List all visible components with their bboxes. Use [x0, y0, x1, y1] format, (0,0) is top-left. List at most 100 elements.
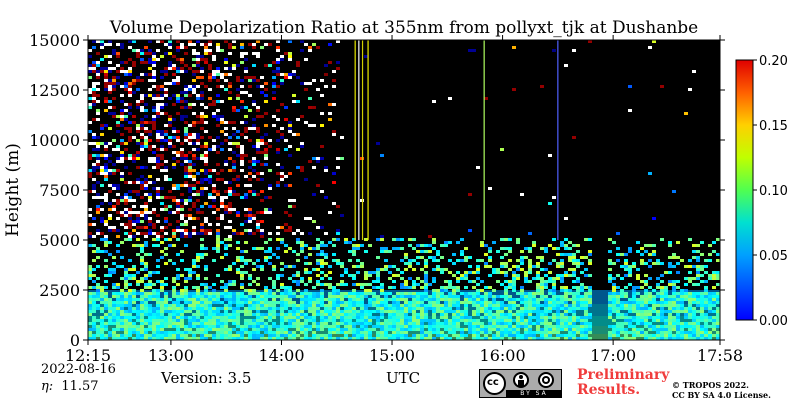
heatmap-cell [340, 328, 344, 331]
heatmap-cell [300, 322, 304, 325]
heatmap-cell [204, 331, 208, 334]
heatmap-cell [636, 250, 640, 253]
heatmap-cell [552, 283, 556, 286]
heatmap-cell [400, 238, 404, 241]
heatmap-cell [564, 244, 568, 247]
heatmap-cell [180, 235, 184, 238]
heatmap-cell [660, 289, 664, 292]
heatmap-cell [484, 307, 488, 310]
heatmap-cell [212, 247, 216, 250]
heatmap-cell [608, 331, 612, 334]
heatmap-cell [576, 244, 580, 247]
heatmap-cell [192, 334, 196, 337]
heatmap-cell [452, 289, 456, 292]
heatmap-cell [644, 322, 648, 325]
heatmap-cell [152, 211, 156, 214]
heatmap-cell [196, 286, 200, 289]
heatmap-cell [140, 232, 144, 235]
heatmap-cell [176, 67, 180, 70]
heatmap-cell [304, 217, 308, 220]
heatmap-cell [136, 304, 140, 307]
heatmap-cell [480, 295, 484, 298]
heatmap-cell [536, 289, 540, 292]
heatmap-cell [156, 163, 160, 166]
heatmap-cell [216, 67, 220, 70]
heatmap-cell [432, 256, 436, 259]
heatmap-cell [92, 40, 96, 43]
heatmap-cell [664, 301, 668, 304]
heatmap-cell [260, 136, 264, 139]
heatmap-cell [196, 316, 200, 319]
heatmap-cell [476, 319, 480, 322]
heatmap-cell [708, 259, 712, 262]
heatmap-cell [656, 262, 660, 265]
preliminary-line-1: Preliminary [577, 367, 670, 383]
heatmap-cell [300, 166, 304, 169]
heatmap-cell [524, 307, 528, 310]
heatmap-cell [688, 325, 692, 328]
heatmap-cell [88, 49, 92, 52]
heatmap-cell [528, 316, 532, 319]
heatmap-cell [444, 298, 448, 301]
heatmap-cell [96, 100, 100, 103]
heatmap-cell [184, 307, 188, 310]
heatmap-cell [608, 262, 612, 265]
heatmap-cell [188, 175, 192, 178]
heatmap-cell [316, 226, 320, 229]
heatmap-cell [188, 214, 192, 217]
heatmap-cell [316, 334, 320, 337]
heatmap-cell [164, 112, 168, 115]
heatmap-cell [300, 115, 304, 118]
heatmap-cell [232, 283, 236, 286]
heatmap-cell [188, 199, 192, 202]
heatmap-cell [208, 205, 212, 208]
heatmap-cell [564, 295, 568, 298]
heatmap-cell [200, 307, 204, 310]
heatmap-cell [104, 73, 108, 76]
heatmap-cell [144, 232, 148, 235]
heatmap-cell [156, 313, 160, 316]
heatmap-cell [424, 259, 428, 262]
heatmap-cell [288, 322, 292, 325]
heatmap-cell [208, 97, 212, 100]
heatmap-cell [452, 328, 456, 331]
heatmap-cell [120, 112, 124, 115]
heatmap-cell [332, 307, 336, 310]
heatmap-cell [548, 280, 552, 283]
heatmap-cell [496, 280, 500, 283]
heatmap-cell [128, 301, 132, 304]
heatmap-cell [716, 271, 720, 274]
heatmap-cell [156, 109, 160, 112]
heatmap-cell [280, 301, 284, 304]
heatmap-cell [128, 88, 132, 91]
heatmap-cell [308, 253, 312, 256]
heatmap-cell [320, 265, 324, 268]
heatmap-cell [488, 250, 492, 253]
heatmap-cell [676, 241, 680, 244]
heatmap-cell [152, 232, 156, 235]
heatmap-cell [232, 133, 236, 136]
heatmap-cell [104, 325, 108, 328]
heatmap-cell [200, 97, 204, 100]
heatmap-cell [716, 313, 720, 316]
heatmap-cell [216, 223, 220, 226]
heatmap-cell [92, 70, 96, 73]
heatmap-cell [556, 328, 560, 331]
heatmap-cell [236, 256, 240, 259]
heatmap-cell [132, 331, 136, 334]
heatmap-cell [704, 319, 708, 322]
heatmap-cell [208, 64, 212, 67]
heatmap-cell [468, 331, 472, 334]
heatmap-cell [472, 334, 476, 337]
heatmap-cell [552, 301, 556, 304]
heatmap-cell [564, 310, 568, 313]
heatmap-cell [516, 292, 520, 295]
heatmap-cell [132, 154, 136, 157]
heatmap-cell [184, 175, 188, 178]
heatmap-cell [652, 253, 656, 256]
heatmap-cell [352, 331, 356, 334]
heatmap-cell [652, 316, 656, 319]
heatmap-cell [196, 253, 200, 256]
heatmap-cell [224, 283, 228, 286]
heatmap-cell [392, 325, 396, 328]
